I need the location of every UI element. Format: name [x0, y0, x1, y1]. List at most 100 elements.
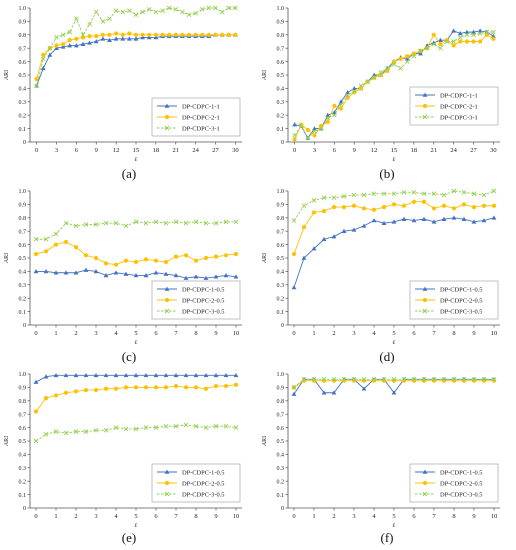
chart-a-series-2-point-11: [107, 32, 112, 37]
chart-b-xtick-label-9: 27: [470, 147, 477, 154]
chart-a-series-2-point-12: [114, 31, 119, 36]
chart-c-series-2-point-4: [73, 245, 79, 250]
chart-e-series-1-point-18: [213, 372, 219, 378]
chart-a-series-1-point-4: [60, 44, 66, 49]
chart-c-series-2-point-6: [93, 255, 99, 261]
chart-d-series-1-point-17: [461, 216, 467, 221]
chart-f-legend: DP-CDPC-1-0.5 DP-CDPC-2-0.5 DP-CDPC-3-0.5: [409, 463, 499, 503]
chart-b-series-3-point-22: [438, 45, 443, 51]
chart-e-series-2-point-1: [43, 396, 49, 401]
chart-d-series-1: [291, 215, 497, 290]
chart-d-xlabel: ε: [393, 338, 396, 346]
chart-f-series-3-point-7: [361, 377, 367, 382]
chart-d-series-3-point-20: [491, 188, 497, 194]
chart-b-series-3-point-7: [338, 102, 344, 107]
chart-e-series-2-point-15: [183, 385, 189, 390]
chart-e-series-2-point-0: [33, 409, 39, 414]
chart-a-series-2-point-9: [94, 34, 99, 39]
chart-f-ytick-label-1: 0.1: [277, 493, 285, 499]
chart-e-series-3-point-7: [103, 427, 109, 433]
caption-c: (c): [121, 349, 137, 364]
chart-b-series-1-point-24: [451, 28, 457, 33]
chart-e-legend-label-1: DP-CDPC-1-0.5: [182, 469, 224, 476]
chart-e-ytick-label-8: 0.8: [19, 399, 27, 405]
chart-c-series-1-point-8: [113, 270, 119, 275]
chart-a-series-1-point-9: [93, 39, 99, 44]
chart-e-ylabel: ARI: [4, 436, 10, 446]
chart-b-xlabel: ε: [393, 155, 396, 163]
chart-d-legend-marker-3: [422, 308, 428, 314]
chart-b-series-2-point-1: [299, 122, 304, 127]
chart-c-series-1: [33, 267, 239, 280]
chart-d-ytick-label-6: 0.6: [277, 243, 285, 249]
chart-a-series-3: [34, 5, 238, 89]
chart-f-ytick-label-7: 0.7: [277, 412, 285, 418]
chart-e-series-1-point-9: [123, 372, 129, 378]
chart-f-series-3-point-3: [321, 377, 327, 382]
chart-e-series-2-point-10: [133, 385, 139, 390]
chart-c-series-1-point-0: [33, 269, 39, 274]
chart-e-series-1-point-6: [93, 372, 99, 378]
chart-c-series-3-point-13: [163, 220, 169, 226]
chart-a-series-3-point-20: [166, 5, 172, 11]
chart-e-ytick-label-9: 0.9: [19, 386, 27, 392]
chart-d-series-1-point-20: [491, 215, 497, 220]
chart-a-legend-marker-3: [164, 125, 170, 131]
chart-a-xlabel: ε: [135, 155, 138, 163]
chart-c-series-2-point-16: [193, 258, 199, 263]
chart-a-series-3-line: [36, 7, 236, 86]
chart-a-series-2-point-18: [153, 32, 158, 37]
chart-a-series-2-point-14: [127, 31, 132, 36]
chart-e-series-1: [33, 372, 239, 384]
chart-f-series-3-point-15: [441, 377, 447, 382]
chart-a-ytick-label-1: 0.1: [19, 127, 27, 133]
chart-a-series-3-point-27: [213, 5, 218, 11]
chart-e-series-3-point-4: [73, 429, 79, 434]
chart-a-series-2-point-21: [173, 32, 178, 37]
chart-b-series-3-point-10: [358, 83, 364, 89]
chart-c-xtick-label-3: 3: [94, 330, 97, 337]
chart-e-series-3-point-14: [173, 423, 179, 429]
chart-c-series-3-point-3: [63, 220, 69, 226]
chart-c-svg: 0 0.1 0.2 0.3 0.4 0.5 0.6 0.7 0.8 0.9 1.0 0 1 2 3 4 5 6 7 8…: [4, 189, 242, 346]
chart-c-ytick-label-3: 0.3: [19, 283, 27, 289]
chart-f-series-3-point-4: [331, 377, 337, 382]
chart-a-series-2-point-25: [200, 32, 205, 37]
chart-a-xtick-label-0: 0: [35, 147, 38, 154]
chart-f-ytick-label-5: 0.5: [277, 439, 285, 445]
chart-e-xtick-label-7: 7: [174, 513, 178, 520]
chart-c-series-1-point-18: [213, 274, 219, 279]
chart-b-series-2-point-25: [458, 39, 463, 44]
chart-d-series-2-point-8: [371, 207, 377, 212]
chart-e-xtick-label-3: 3: [94, 513, 97, 520]
chart-b-series-2-point-22: [438, 42, 443, 47]
chart-c-series-3-point-14: [173, 219, 179, 225]
chart-c-legend-label-2: DP-CDPC-2-0.5: [182, 297, 224, 304]
chart-a-series-1: [34, 32, 238, 88]
chart-d-series-3-point-12: [411, 190, 417, 195]
chart-a-series-3-point-10: [100, 19, 106, 24]
chart-e-series-3-point-20: [233, 425, 239, 430]
chart-e-legend-label-2: DP-CDPC-2-0.5: [182, 480, 224, 487]
chart-e-series-3-point-13: [163, 423, 169, 429]
chart-b-ytick-label-6: 0.6: [277, 60, 285, 66]
chart-c-series-2-point-15: [183, 253, 189, 258]
chart-f-series-3-point-9: [381, 377, 387, 382]
chart-a-series-2-point-28: [220, 32, 225, 37]
chart-f-series-3-point-19: [481, 377, 487, 382]
chart-d-series-2-point-7: [361, 206, 367, 211]
chart-b-legend-label-1: DP-CDPC-1-1: [440, 92, 478, 99]
chart-a-series-2-point-17: [147, 32, 152, 37]
chart-a-series-1-point-11: [107, 37, 112, 42]
chart-b-series-2-point-5: [325, 119, 330, 124]
chart-b-series-1-point-26: [464, 29, 470, 34]
chart-e-series-3-point-5: [83, 429, 89, 434]
chart-e-series-1-point-5: [83, 372, 89, 378]
chart-e-legend-marker-2: [164, 480, 170, 486]
chart-f-svg: 0 0.1 0.2 0.3 0.4 0.5 0.6 0.7 0.8 0.9 1.0 0 1 2 3 4 5 6 7 8…: [262, 372, 500, 529]
chart-b-series-3-point-0: [292, 132, 297, 138]
chart-d-series-2-point-2: [311, 210, 317, 215]
chart-c-series-1-point-20: [233, 274, 239, 279]
chart-b-series-2-point-6: [332, 103, 337, 108]
chart-e-series-2-point-14: [173, 383, 179, 389]
